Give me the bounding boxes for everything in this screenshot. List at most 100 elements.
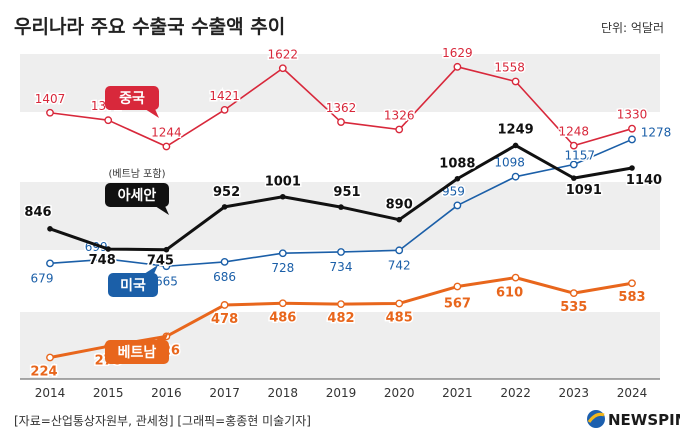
x-tick-label: 2014 [35, 386, 66, 400]
badge-label: 중국 [119, 91, 145, 107]
series-badge-중국: 중국 [105, 86, 159, 118]
data-point [395, 246, 404, 255]
badge-pointer [144, 265, 158, 274]
data-point [278, 299, 287, 308]
data-point [105, 246, 111, 252]
data-label: 1330 [617, 108, 648, 122]
data-label: 224 [30, 364, 57, 379]
data-label: 1001 [265, 175, 301, 190]
badge-box [105, 183, 169, 207]
data-point [454, 175, 461, 182]
badge-note: (베트남 포함) [109, 168, 166, 180]
badge-label: 아세안 [118, 187, 157, 204]
data-point [163, 246, 170, 253]
data-label: 846 [24, 205, 51, 220]
badge-label: 베트남 [118, 344, 157, 361]
data-label: 482 [327, 311, 354, 326]
data-point [453, 282, 462, 291]
data-point [628, 279, 636, 288]
data-point [220, 105, 229, 114]
x-tick-label: 2024 [617, 386, 648, 400]
series-중국: 1407137112441421162213621326162915581248… [33, 44, 649, 151]
data-point [337, 248, 345, 256]
data-label: 748 [89, 253, 116, 268]
x-tick-label: 2022 [500, 386, 531, 400]
data-point [569, 141, 578, 150]
chart-title: 우리나라 주요 수출국 수출액 추이 [14, 16, 285, 38]
data-label: 1558 [494, 61, 525, 75]
data-label: 610 [496, 286, 523, 301]
x-tick-label: 2015 [93, 386, 124, 400]
data-point [162, 142, 171, 151]
data-label: 951 [333, 185, 360, 200]
data-label: 1157 [565, 148, 596, 162]
badge-pointer [155, 206, 169, 215]
data-point [395, 299, 404, 308]
data-label: 728 [271, 261, 294, 275]
x-ticks: 2014 2015 2016 2017 2018 2019 2020 2021 2022 2023… [35, 386, 648, 400]
data-point [162, 262, 171, 271]
badge-label: 미국 [120, 278, 146, 294]
data-label: 745 [147, 254, 174, 269]
data-point [104, 255, 113, 264]
data-label: 1362 [326, 101, 357, 115]
data-label: 1248 [559, 125, 590, 139]
data-label: 665 [155, 274, 178, 288]
logo-text: NEWSPIM [608, 411, 680, 429]
data-label: 1278 [641, 125, 672, 139]
badge-box [105, 86, 159, 110]
data-label: 1629 [442, 46, 473, 60]
data-point [338, 204, 344, 210]
data-point [337, 118, 345, 126]
newspim-logo: NEWSPIM [587, 410, 680, 429]
data-label: 1088 [439, 157, 475, 172]
x-tick-label: 2019 [326, 386, 357, 400]
data-point [569, 289, 578, 298]
data-point [280, 193, 286, 200]
data-label: 890 [386, 198, 413, 213]
series-layer: 2242783264784864824855676105355836796996… [23, 44, 673, 381]
data-label: 742 [388, 258, 411, 272]
data-label: 486 [269, 310, 296, 325]
series-badge-베트남: 베트남 [105, 332, 169, 364]
data-label: 679 [31, 271, 54, 285]
unit-label: 단위: 억달러 [601, 21, 664, 35]
series-베트남: 224278326478486482485567610535583 [29, 273, 647, 381]
data-point [628, 135, 636, 144]
data-label: 1622 [268, 47, 299, 61]
data-point [453, 201, 462, 210]
data-point [396, 216, 403, 223]
data-label: 1091 [566, 183, 602, 198]
data-label: 1407 [35, 92, 66, 106]
series-아세안: 846 748 745 952 1001 951 890 1088 1249 1091 1140 [23, 121, 664, 270]
series-badge-미국: 미국 [108, 265, 158, 297]
data-point [221, 204, 228, 210]
data-point [512, 142, 519, 149]
data-point [629, 165, 635, 171]
data-point [46, 353, 54, 362]
data-point [511, 273, 520, 282]
data-point [511, 77, 520, 86]
data-point [511, 172, 520, 181]
data-label: 1098 [494, 156, 525, 170]
data-label: 1249 [498, 122, 534, 137]
data-label: 485 [386, 310, 413, 325]
x-tick-label: 2021 [442, 386, 473, 400]
data-label: 567 [444, 297, 471, 312]
data-point [278, 249, 287, 258]
data-point [104, 116, 113, 125]
badge-box [108, 273, 158, 297]
data-point [278, 64, 287, 73]
data-point [337, 300, 345, 309]
data-point [47, 226, 53, 232]
logo-swoosh-icon [587, 412, 605, 423]
badge-box [105, 340, 169, 364]
data-label: 734 [330, 260, 353, 274]
data-label: 583 [618, 290, 645, 305]
data-label: 686 [213, 270, 236, 284]
data-point [395, 125, 404, 134]
badge-pointer [145, 109, 159, 118]
